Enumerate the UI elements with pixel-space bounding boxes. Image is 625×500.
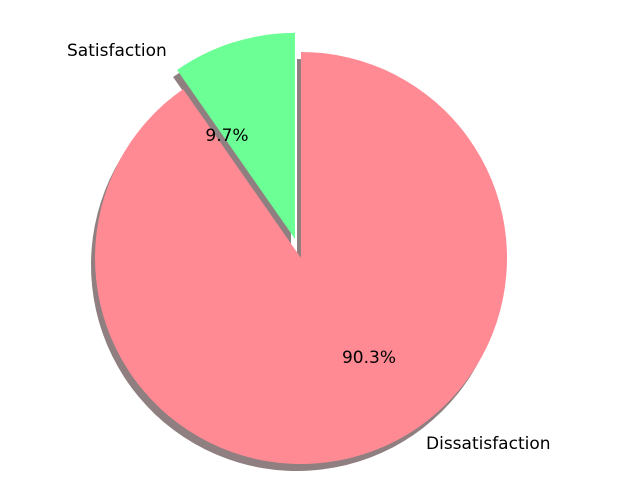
slice-percent-satisfaction: 9.7% <box>205 126 248 146</box>
slice-percent-dissatisfaction: 90.3% <box>342 348 396 368</box>
slice-satisfaction <box>177 32 295 239</box>
slice-label-dissatisfaction: Dissatisfaction <box>426 434 551 454</box>
pie-labels: Satisfaction 9.7% 90.3% Dissatisfaction <box>67 41 551 454</box>
slice-label-satisfaction: Satisfaction <box>67 41 167 61</box>
slice-dissatisfaction <box>95 52 508 464</box>
pie-slices <box>95 32 508 464</box>
